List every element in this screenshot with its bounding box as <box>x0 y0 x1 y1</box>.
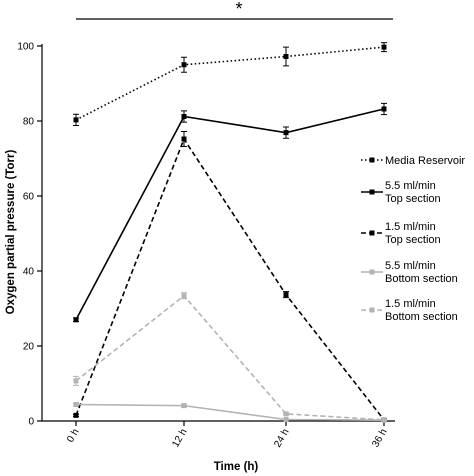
series-layer <box>73 42 387 423</box>
y-tick-label: 100 <box>17 42 34 53</box>
series-0 <box>73 42 387 126</box>
data-point <box>283 292 289 298</box>
data-point <box>283 54 289 59</box>
data-point <box>181 136 187 142</box>
x-tick-label: 24 h <box>272 427 291 449</box>
legend-item-1: 5.5 ml/min Top section <box>361 180 441 205</box>
legend-label: Media Reservoir <box>385 155 465 167</box>
legend-label: 5.5 ml/min Top section <box>385 180 441 205</box>
data-point <box>381 106 387 112</box>
series-line <box>75 294 385 421</box>
data-point <box>181 114 187 119</box>
legend-marker <box>369 230 375 236</box>
legend: Media Reservoir 5.5 ml/min Top section 1.5 … <box>361 155 465 323</box>
series-2 <box>73 131 387 423</box>
series-line <box>75 46 385 121</box>
legend-item-0: Media Reservoir <box>361 155 465 167</box>
legend-marker <box>369 157 375 163</box>
y-tick-label: 60 <box>23 192 35 203</box>
data-point <box>181 293 187 299</box>
y-tick-label: 40 <box>23 267 35 278</box>
series-line <box>75 137 385 421</box>
data-point <box>73 402 79 407</box>
legend-label: 1.5 ml/min Bottom section <box>385 298 458 323</box>
series-3 <box>73 402 387 423</box>
series-line <box>75 108 385 321</box>
x-tick-label: 36 h <box>370 427 389 449</box>
legend-item-2: 1.5 ml/min Top section <box>361 221 441 246</box>
legend-item-4: 1.5 ml/min Bottom section <box>361 298 458 323</box>
legend-marker <box>369 189 375 195</box>
data-point <box>73 378 79 384</box>
x-tick-label: 0 h <box>65 427 81 445</box>
series-1 <box>73 102 387 323</box>
y-tick-label: 0 <box>28 417 34 428</box>
legend-label: 5.5 ml/min Bottom section <box>385 260 458 285</box>
legend-item-3: 5.5 ml/min Bottom section <box>361 260 458 285</box>
series-line <box>75 403 385 422</box>
data-point <box>381 44 387 50</box>
data-point <box>381 417 387 423</box>
data-point <box>283 417 289 422</box>
legend-marker <box>369 307 375 313</box>
x-axis-title: Time (h) <box>214 461 259 473</box>
y-tick-label: 20 <box>23 342 35 353</box>
data-point <box>283 411 289 417</box>
data-point <box>73 317 79 323</box>
data-point <box>283 130 289 136</box>
y-axis-title: Oxygen partial pressure (Torr) <box>5 149 17 314</box>
data-point <box>181 403 187 409</box>
x-tick-label: 12 h <box>170 427 189 449</box>
legend-label: 1.5 ml/min Top section <box>385 221 441 246</box>
legend-marker <box>369 269 375 275</box>
series-4 <box>73 292 387 423</box>
data-point <box>73 117 79 123</box>
data-point <box>181 62 187 68</box>
significance-label: * <box>235 0 242 19</box>
data-point <box>73 412 79 418</box>
y-tick-label: 80 <box>23 117 35 128</box>
